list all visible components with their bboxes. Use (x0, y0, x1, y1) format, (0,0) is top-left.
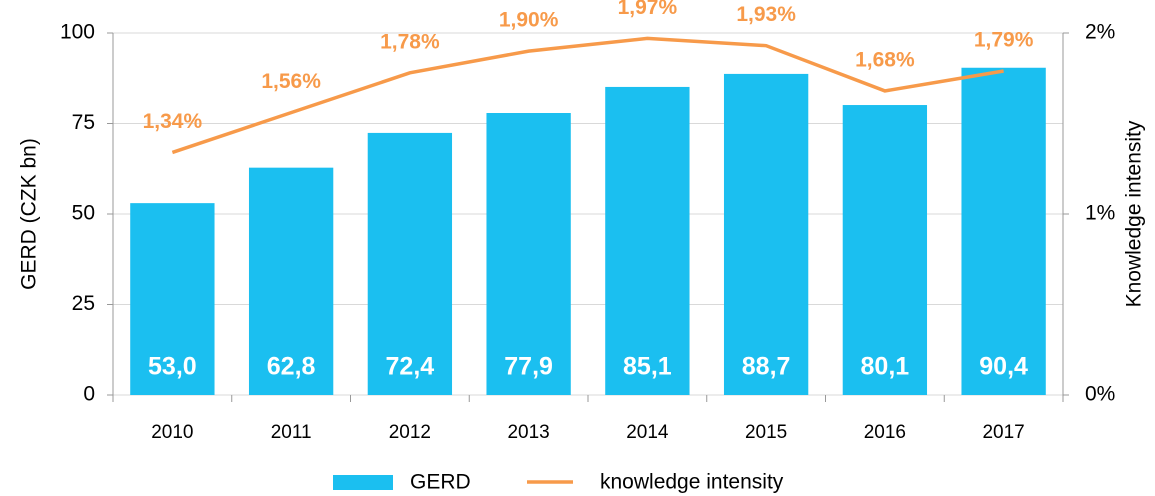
bar-value-label: 88,7 (742, 353, 791, 381)
line-value-label: 1,90% (499, 9, 559, 32)
line-value-label: 1,79% (974, 29, 1034, 52)
bar-value-label: 53,0 (148, 353, 197, 381)
x-tick-label: 2014 (626, 422, 669, 443)
y2-tick-label: 1% (1085, 202, 1115, 225)
bar-value-label: 85,1 (623, 353, 672, 381)
line-value-label: 1,97% (618, 0, 678, 19)
x-tick-label: 2013 (507, 422, 549, 443)
bar (130, 203, 215, 395)
legend-label: knowledge intensity (600, 471, 784, 494)
y-tick-label: 100 (60, 21, 95, 44)
x-tick-label: 2010 (151, 422, 193, 443)
legend-swatch (333, 475, 393, 490)
bar (367, 132, 453, 396)
x-tick-label: 2016 (864, 422, 906, 443)
x-tick-label: 2015 (745, 422, 787, 443)
bar (248, 167, 334, 395)
legend-label: GERD (410, 471, 471, 494)
bar-value-label: 90,4 (979, 353, 1028, 381)
line-value-label: 1,34% (143, 110, 203, 133)
bar-value-label: 62,8 (267, 353, 316, 381)
line (171, 36, 1004, 155)
bar (486, 113, 571, 395)
y-tick-label: 25 (72, 292, 95, 315)
bar-value-label: 80,1 (861, 353, 910, 381)
x-tick-label: 2017 (982, 422, 1024, 443)
bar (842, 105, 928, 396)
line-value-label: 1,78% (380, 30, 440, 53)
bar (723, 73, 809, 395)
bar-value-label: 77,9 (504, 353, 553, 381)
y2-tick-label: 2% (1085, 21, 1115, 44)
x-tick-label: 2011 (271, 422, 312, 443)
x-tick-label: 2012 (389, 422, 431, 443)
y2-axis-label: Knowledge intensity (1123, 120, 1146, 307)
bar (961, 67, 1046, 395)
y-tick-label: 50 (72, 202, 95, 225)
line-value-label: 1,68% (855, 48, 915, 71)
y2-tick-label: 0% (1085, 383, 1115, 406)
line-value-label: 1,93% (736, 3, 796, 26)
y-tick-label: 0 (83, 383, 95, 406)
bar (605, 86, 690, 396)
y-axis-label: GERD (CZK bn) (18, 138, 41, 290)
line-value-label: 1,56% (261, 70, 321, 93)
y-tick-label: 75 (72, 111, 95, 134)
bar-value-label: 72,4 (386, 353, 435, 381)
